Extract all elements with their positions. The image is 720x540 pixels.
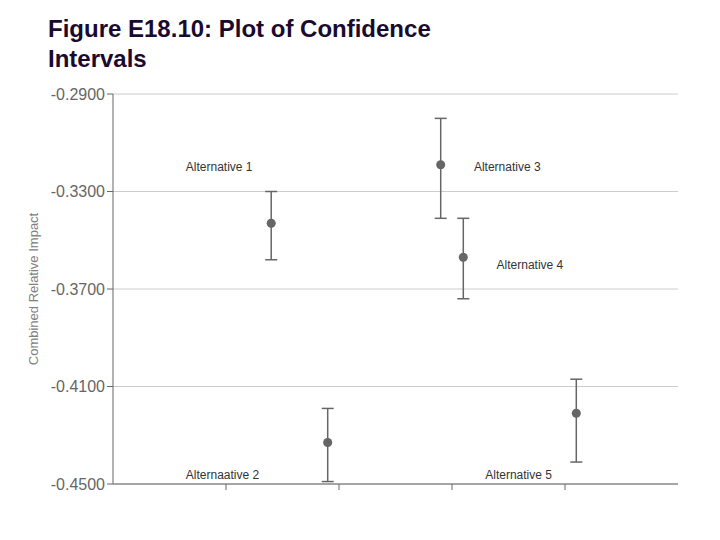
svg-text:-0.2900: -0.2900 — [51, 86, 105, 103]
svg-text:-0.3300: -0.3300 — [51, 183, 105, 200]
svg-text:Alternative 1: Alternative 1 — [186, 160, 253, 174]
svg-text:Alternative 4: Alternative 4 — [497, 258, 564, 272]
svg-text:-0.4100: -0.4100 — [51, 378, 105, 395]
html-text:Figure E18.10: Plot of Confide: Figure E18.10: Plot of Confidence — [48, 15, 431, 42]
svg-text:Alternaative 2: Alternaative 2 — [186, 468, 260, 482]
svg-text:Alternative 3: Alternative 3 — [474, 160, 541, 174]
svg-text:-0.3700: -0.3700 — [51, 281, 105, 298]
svg-text:Alternative 5: Alternative 5 — [485, 468, 552, 482]
svg-text:Combined Relative Impact: Combined Relative Impact — [26, 212, 41, 365]
html-text:Intervals: Intervals — [48, 45, 147, 72]
svg-text:-0.4500: -0.4500 — [51, 476, 105, 493]
